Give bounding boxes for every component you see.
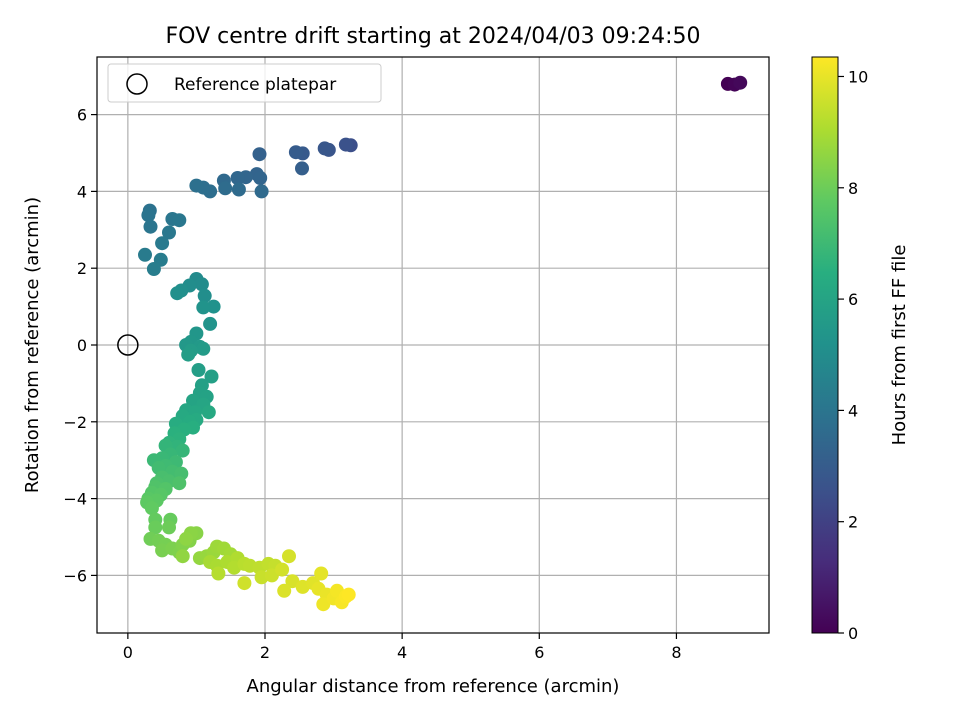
x-tick-label: 0 — [123, 643, 133, 662]
data-point — [170, 286, 185, 301]
x-tick-label: 4 — [397, 643, 407, 662]
reference-group — [117, 334, 139, 356]
legend-box — [107, 63, 382, 103]
data-point — [138, 247, 152, 262]
data-point — [253, 171, 268, 185]
colorbar-tick-label: 6 — [848, 290, 858, 309]
data-point — [295, 161, 309, 176]
data-point — [252, 147, 267, 162]
colorbar-tick-label: 0 — [848, 624, 858, 643]
data-point — [148, 520, 163, 535]
data-point — [733, 75, 748, 90]
data-point — [175, 443, 190, 458]
scatter-points — [138, 75, 748, 612]
data-point — [162, 225, 176, 240]
data-point — [288, 145, 303, 160]
data-point — [172, 476, 187, 491]
x-axis-label: Angular distance from reference (arcmin) — [247, 676, 620, 697]
colorbar-tick-label: 2 — [848, 513, 858, 532]
data-point — [237, 576, 252, 591]
data-point — [194, 277, 209, 292]
data-point — [189, 178, 204, 193]
data-point — [230, 171, 245, 185]
y-tick-label: −4 — [63, 490, 87, 509]
data-point — [141, 208, 156, 223]
data-point — [204, 369, 219, 384]
data-point — [179, 531, 194, 546]
data-point — [191, 363, 206, 377]
x-tick-label: 6 — [534, 643, 544, 662]
data-point — [275, 562, 290, 577]
data-point — [155, 236, 170, 251]
data-point — [338, 137, 353, 152]
y-tick-label: −6 — [63, 566, 87, 585]
data-point — [143, 219, 158, 234]
colorbar: 0 2 4 6 8 10 Hours from first FF file — [811, 56, 910, 643]
data-point — [218, 181, 233, 196]
data-point — [231, 182, 246, 197]
colorbar-label: Hours from first FF file — [889, 245, 910, 446]
data-point — [181, 347, 196, 362]
data-point — [172, 213, 187, 228]
chart-title: FOV centre drift starting at 2024/04/03 … — [166, 24, 701, 49]
data-point — [196, 341, 211, 356]
data-point — [211, 566, 226, 581]
reference-point — [117, 334, 139, 356]
y-axis: −6 −4 −2 0 2 4 6 — [63, 106, 97, 585]
data-point — [201, 405, 216, 420]
y-tick-label: −2 — [63, 413, 87, 432]
colorbar-gradient — [811, 56, 839, 634]
y-tick-label: 2 — [77, 259, 87, 278]
legend-label-reference: Reference platepar — [174, 75, 336, 95]
y-tick-label: 6 — [77, 106, 87, 125]
data-point — [254, 184, 269, 199]
data-point — [206, 299, 221, 314]
colorbar-tick-label: 8 — [848, 179, 858, 198]
data-point — [285, 574, 300, 589]
data-point — [316, 597, 331, 612]
data-point — [317, 141, 332, 156]
colorbar-ticks: 0 2 4 6 8 10 — [838, 67, 868, 643]
x-axis: 0 2 4 6 8 — [123, 633, 682, 662]
data-point — [144, 501, 159, 516]
colorbar-tick-label: 10 — [848, 67, 868, 86]
y-axis-label: Rotation from reference (arcmin) — [22, 197, 43, 493]
x-tick-label: 8 — [671, 643, 681, 662]
data-point — [197, 288, 212, 303]
x-tick-label: 2 — [260, 643, 270, 662]
data-point — [203, 316, 218, 331]
data-point — [162, 520, 176, 535]
data-point — [196, 300, 211, 315]
data-point — [277, 583, 292, 598]
legend: Reference platepar — [107, 63, 382, 103]
data-point — [175, 549, 190, 564]
legend-marker-reference — [126, 73, 148, 95]
data-point — [282, 549, 296, 564]
data-point — [146, 262, 161, 276]
data-point — [264, 568, 279, 583]
data-point — [341, 587, 356, 602]
y-tick-label: 0 — [77, 336, 87, 355]
y-tick-label: 4 — [77, 182, 87, 201]
data-point — [314, 566, 329, 581]
colorbar-tick-label: 4 — [848, 401, 858, 420]
